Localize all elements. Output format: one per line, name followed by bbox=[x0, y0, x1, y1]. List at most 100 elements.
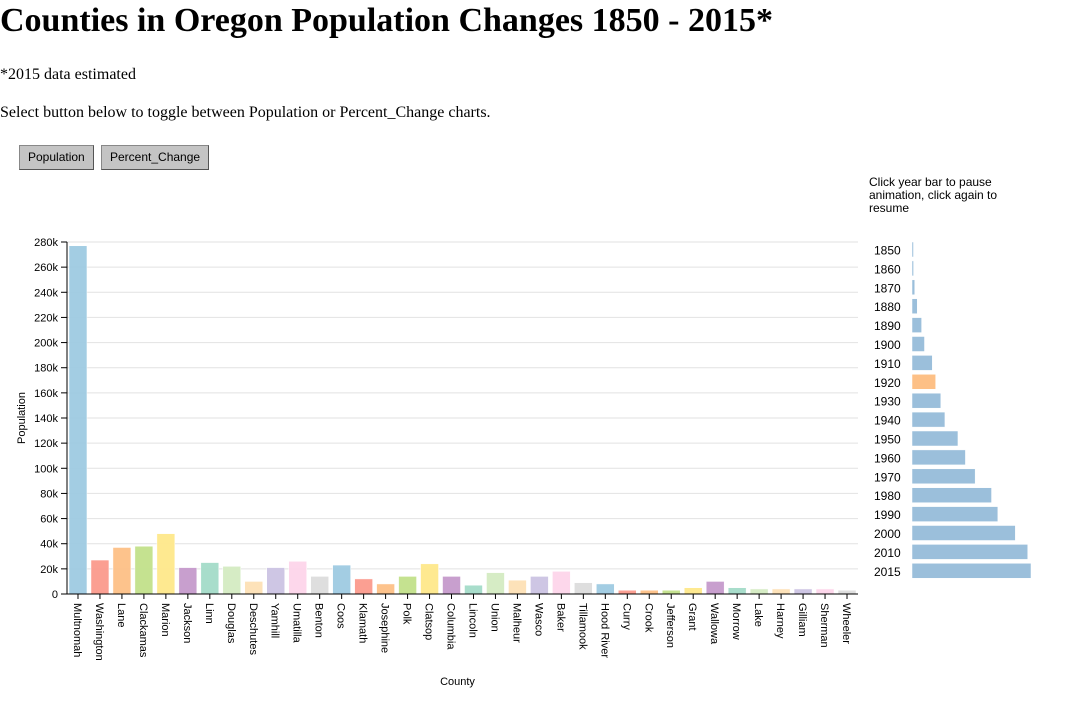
year-label: 2010 bbox=[874, 546, 901, 560]
bar-clackamas[interactable] bbox=[134, 545, 154, 595]
x-tick-label: Lincoln bbox=[466, 603, 478, 638]
year-bar-1890[interactable] bbox=[911, 317, 922, 333]
x-tick-label: Marion bbox=[159, 603, 171, 637]
year-bar-1860[interactable] bbox=[911, 260, 914, 277]
x-tick-label: Crook bbox=[642, 603, 654, 633]
x-tick-label: Coos bbox=[335, 603, 347, 629]
bar-benton[interactable] bbox=[310, 576, 329, 595]
instructions: Select button below to toggle between Po… bbox=[0, 104, 491, 121]
year-bar-2000[interactable] bbox=[911, 525, 1016, 541]
year-bar-1850[interactable] bbox=[911, 241, 914, 258]
bar-malheur[interactable] bbox=[508, 579, 527, 595]
bar-tillamook[interactable] bbox=[574, 582, 593, 595]
year-bar-1960[interactable] bbox=[911, 449, 966, 466]
percent-change-button[interactable]: Percent_Change bbox=[101, 145, 210, 170]
x-tick-label: Wallowa bbox=[708, 603, 720, 645]
y-tick-label: 280k bbox=[34, 237, 58, 249]
bar-washington[interactable] bbox=[90, 559, 110, 595]
x-tick-label: Baker bbox=[554, 603, 566, 632]
bar-marion[interactable] bbox=[156, 533, 176, 595]
year-label: 1950 bbox=[874, 433, 901, 447]
bar-gilliam[interactable] bbox=[793, 588, 813, 595]
bar-deschutes[interactable] bbox=[244, 581, 263, 595]
x-axis-label: County bbox=[440, 676, 475, 688]
bar-josephine[interactable] bbox=[376, 583, 395, 595]
bar-wasco[interactable] bbox=[530, 576, 549, 595]
bar-grant[interactable] bbox=[683, 587, 703, 595]
x-tick-label: Curry bbox=[620, 603, 632, 630]
bar-coos[interactable] bbox=[332, 564, 351, 595]
x-tick-label: Harney bbox=[774, 603, 786, 639]
bar-lincoln[interactable] bbox=[464, 584, 483, 595]
bar-lake[interactable] bbox=[749, 588, 769, 595]
x-tick-label: Morrow bbox=[730, 603, 742, 640]
year-label: 1940 bbox=[874, 414, 901, 428]
bar-klamath[interactable] bbox=[354, 578, 373, 595]
bar-hood-river[interactable] bbox=[596, 583, 615, 595]
x-tick-label: Washington bbox=[93, 603, 105, 661]
year-bar-2010[interactable] bbox=[911, 544, 1028, 560]
x-tick-label: Yamhill bbox=[269, 603, 281, 638]
bar-union[interactable] bbox=[486, 572, 505, 595]
bar-umatilla[interactable] bbox=[288, 561, 307, 595]
y-tick-label: 20k bbox=[40, 564, 58, 576]
year-label: 2000 bbox=[874, 527, 901, 541]
bar-wallowa[interactable] bbox=[705, 581, 725, 595]
x-tick-label: Jackson bbox=[181, 603, 193, 643]
x-tick-label: Wheeler bbox=[840, 603, 852, 644]
year-bar-1970[interactable] bbox=[911, 468, 976, 485]
year-bar-1930[interactable] bbox=[911, 392, 942, 409]
x-tick-label: Grant bbox=[686, 603, 698, 631]
bar-crook[interactable] bbox=[640, 589, 659, 595]
y-axis-label: Population bbox=[16, 392, 28, 444]
x-tick-label: Klamath bbox=[357, 603, 369, 643]
year-label: 1920 bbox=[874, 376, 901, 390]
x-tick-label: Linn bbox=[203, 603, 215, 624]
year-bar-1870[interactable] bbox=[911, 279, 915, 296]
year-label: 1870 bbox=[874, 281, 901, 295]
bar-sherman[interactable] bbox=[815, 588, 835, 595]
y-tick-label: 140k bbox=[34, 413, 58, 425]
year-label: 1860 bbox=[874, 262, 901, 276]
bar-douglas[interactable] bbox=[222, 566, 242, 595]
bar-polk[interactable] bbox=[398, 576, 417, 595]
year-bar-1900[interactable] bbox=[911, 336, 925, 352]
year-bar-1880[interactable] bbox=[911, 298, 918, 314]
year-label: 1970 bbox=[874, 470, 901, 484]
bar-linn[interactable] bbox=[200, 562, 220, 595]
bar-baker[interactable] bbox=[552, 571, 571, 595]
bar-jefferson[interactable] bbox=[662, 589, 681, 595]
bar-multnomah[interactable] bbox=[68, 245, 88, 595]
x-tick-label: Tillamook bbox=[576, 603, 588, 650]
bar-curry[interactable] bbox=[618, 589, 637, 595]
bar-yamhill[interactable] bbox=[266, 567, 285, 595]
y-tick-label: 120k bbox=[34, 438, 58, 450]
year-bar-1990[interactable] bbox=[911, 506, 999, 522]
bar-morrow[interactable] bbox=[727, 587, 747, 595]
year-bar-1950[interactable] bbox=[911, 430, 959, 447]
year-bar-2015[interactable] bbox=[911, 563, 1032, 579]
year-label: 1960 bbox=[874, 451, 901, 465]
x-tick-label: Lake bbox=[752, 603, 764, 627]
y-tick-label: 0 bbox=[52, 589, 58, 601]
x-tick-label: Clatsop bbox=[423, 603, 435, 640]
x-tick-label: Wasco bbox=[532, 603, 544, 636]
y-tick-label: 180k bbox=[34, 363, 58, 375]
bar-wheeler[interactable] bbox=[837, 589, 857, 595]
x-tick-label: Union bbox=[488, 603, 500, 632]
year-label: 1990 bbox=[874, 508, 901, 522]
year-bar-1910[interactable] bbox=[911, 355, 933, 371]
bar-clatsop[interactable] bbox=[420, 563, 439, 595]
population-button[interactable]: Population bbox=[19, 145, 94, 170]
bar-columbia[interactable] bbox=[442, 576, 461, 595]
bar-harney[interactable] bbox=[771, 588, 791, 595]
x-tick-label: Douglas bbox=[225, 603, 237, 644]
estimate-note: *2015 data estimated bbox=[0, 66, 136, 83]
year-bar-1920[interactable] bbox=[911, 374, 936, 390]
bar-jackson[interactable] bbox=[178, 567, 198, 595]
year-bar-1980[interactable] bbox=[911, 487, 992, 503]
bar-lane[interactable] bbox=[112, 547, 132, 595]
x-tick-label: Lane bbox=[115, 603, 127, 627]
year-bar-1940[interactable] bbox=[911, 411, 946, 428]
y-tick-label: 60k bbox=[40, 514, 58, 526]
